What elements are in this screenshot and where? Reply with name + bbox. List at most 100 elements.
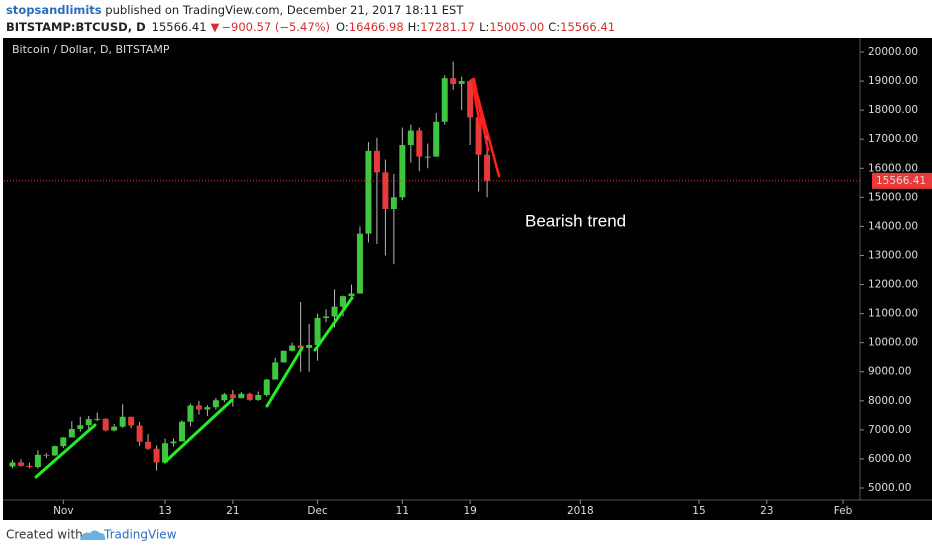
y-tick-label: 8000.00: [868, 395, 911, 407]
annotation: Bearish trend: [525, 211, 626, 230]
candle-body: [348, 293, 355, 297]
y-tick-label: 14000.00: [868, 220, 918, 232]
x-tick-label: 13: [158, 505, 171, 517]
candle-body: [441, 78, 448, 122]
x-tick-label: 2018: [567, 505, 594, 517]
candle-body: [221, 394, 228, 401]
candle-body: [43, 454, 50, 456]
candle-body: [204, 407, 211, 410]
last-price: 15566.41: [152, 20, 207, 34]
y-tick-label: 11000.00: [868, 308, 918, 320]
ohlc-value: 17281.17: [420, 20, 475, 34]
candle-body: [272, 362, 279, 380]
candle-body: [187, 405, 194, 422]
trend-lines: [34, 296, 354, 479]
candle-body: [170, 441, 177, 444]
candle-body: [162, 443, 169, 463]
y-tick-label: 20000.00: [868, 46, 918, 58]
candle-body: [128, 416, 135, 426]
candle-body: [102, 418, 109, 431]
author[interactable]: stopsandlimits: [6, 3, 102, 17]
candle-body: [229, 394, 236, 399]
logo[interactable]: [80, 530, 106, 541]
candle-body: [407, 130, 414, 146]
candle-body: [450, 78, 457, 84]
candle-body: [323, 316, 330, 318]
candle-body: [255, 394, 262, 400]
x-tick-label: 11: [396, 505, 409, 517]
candle-body: [77, 425, 84, 429]
brand[interactable]: TradingView: [103, 528, 177, 542]
candle-body: [356, 233, 363, 294]
x-tick-label: Feb: [834, 505, 853, 517]
candle-body: [17, 462, 24, 466]
candle-body: [475, 117, 482, 155]
symbol: BITSTAMP:BTCUSD, D: [6, 20, 146, 34]
x-tick-label: 19: [463, 505, 476, 517]
plot: 5000.00 6000.00 7000.00 8000.00 9000.00 10000…: [4, 46, 932, 517]
candle-body: [9, 462, 16, 467]
candle-body: [51, 446, 58, 456]
candle-body: [306, 344, 313, 348]
published: published on TradingView.com, December 2…: [102, 3, 465, 17]
candle-body: [280, 350, 287, 363]
candle-body: [458, 81, 465, 84]
ohlc-value: 15005.00: [489, 20, 544, 34]
trend-line: [265, 346, 304, 408]
candle-body: [119, 416, 126, 427]
candle-body: [94, 418, 101, 420]
x-tick-label: Dec: [307, 505, 328, 517]
y-tick-label: 5000.00: [868, 482, 911, 494]
x-tick-label: Nov: [53, 505, 74, 517]
trend-line: [313, 296, 354, 352]
candle-body: [246, 393, 253, 400]
candle-body: [85, 419, 92, 426]
candle-body: [433, 121, 440, 157]
chart-title: Bitcoin / Dollar, D, BITSTAMP: [12, 43, 170, 56]
y-tick-label: 18000.00: [868, 104, 918, 116]
candle-body: [263, 379, 270, 395]
candle-body: [111, 426, 118, 431]
y-tick-label: 17000.00: [868, 133, 918, 145]
candle-body: [340, 296, 347, 307]
candle-body: [297, 345, 304, 348]
ohlc-label: O:: [336, 20, 349, 34]
candle-body: [314, 317, 321, 345]
candle-body: [68, 428, 75, 438]
footer-text: Created with: [6, 528, 83, 542]
candle-body: [238, 393, 245, 399]
candle-body: [390, 197, 397, 209]
candle-body: [136, 425, 143, 442]
trend-line: [470, 78, 482, 127]
arrow: ▼: [211, 20, 220, 34]
candle-body: [212, 400, 219, 408]
candle-body: [60, 437, 67, 447]
candle-body: [365, 150, 372, 234]
y-tick-label: 9000.00: [868, 366, 911, 378]
candle-body: [153, 448, 160, 463]
ohlc-value: 15566.41: [560, 20, 615, 34]
bear-lines: [470, 77, 501, 178]
candle-body: [331, 306, 338, 317]
candle-body: [484, 154, 491, 181]
y-tick-label: 13000.00: [868, 249, 918, 261]
y-tick-label: 19000.00: [868, 75, 918, 87]
publish-line: stopsandlimits published on TradingView.…: [6, 3, 464, 17]
trend-line: [472, 77, 490, 152]
candle-body: [467, 81, 474, 118]
candle-body: [382, 172, 389, 209]
candle-body: [145, 441, 152, 449]
last-price-label: 15566.41: [876, 175, 926, 187]
trend-line: [34, 423, 97, 479]
candle-body: [178, 421, 185, 442]
candle-body: [416, 130, 423, 157]
x-tick-label: 23: [760, 505, 773, 517]
y-tick-label: 10000.00: [868, 337, 918, 349]
symbol-line: BITSTAMP:BTCUSD, D 15566.41 ▼ −900.57 (−5.4…: [6, 20, 615, 34]
y-tick-label: 16000.00: [868, 162, 918, 174]
candle-body: [26, 465, 33, 468]
ohlc-label: L:: [479, 20, 489, 34]
y-tick-label: 15000.00: [868, 191, 918, 203]
candle-body: [195, 405, 202, 410]
